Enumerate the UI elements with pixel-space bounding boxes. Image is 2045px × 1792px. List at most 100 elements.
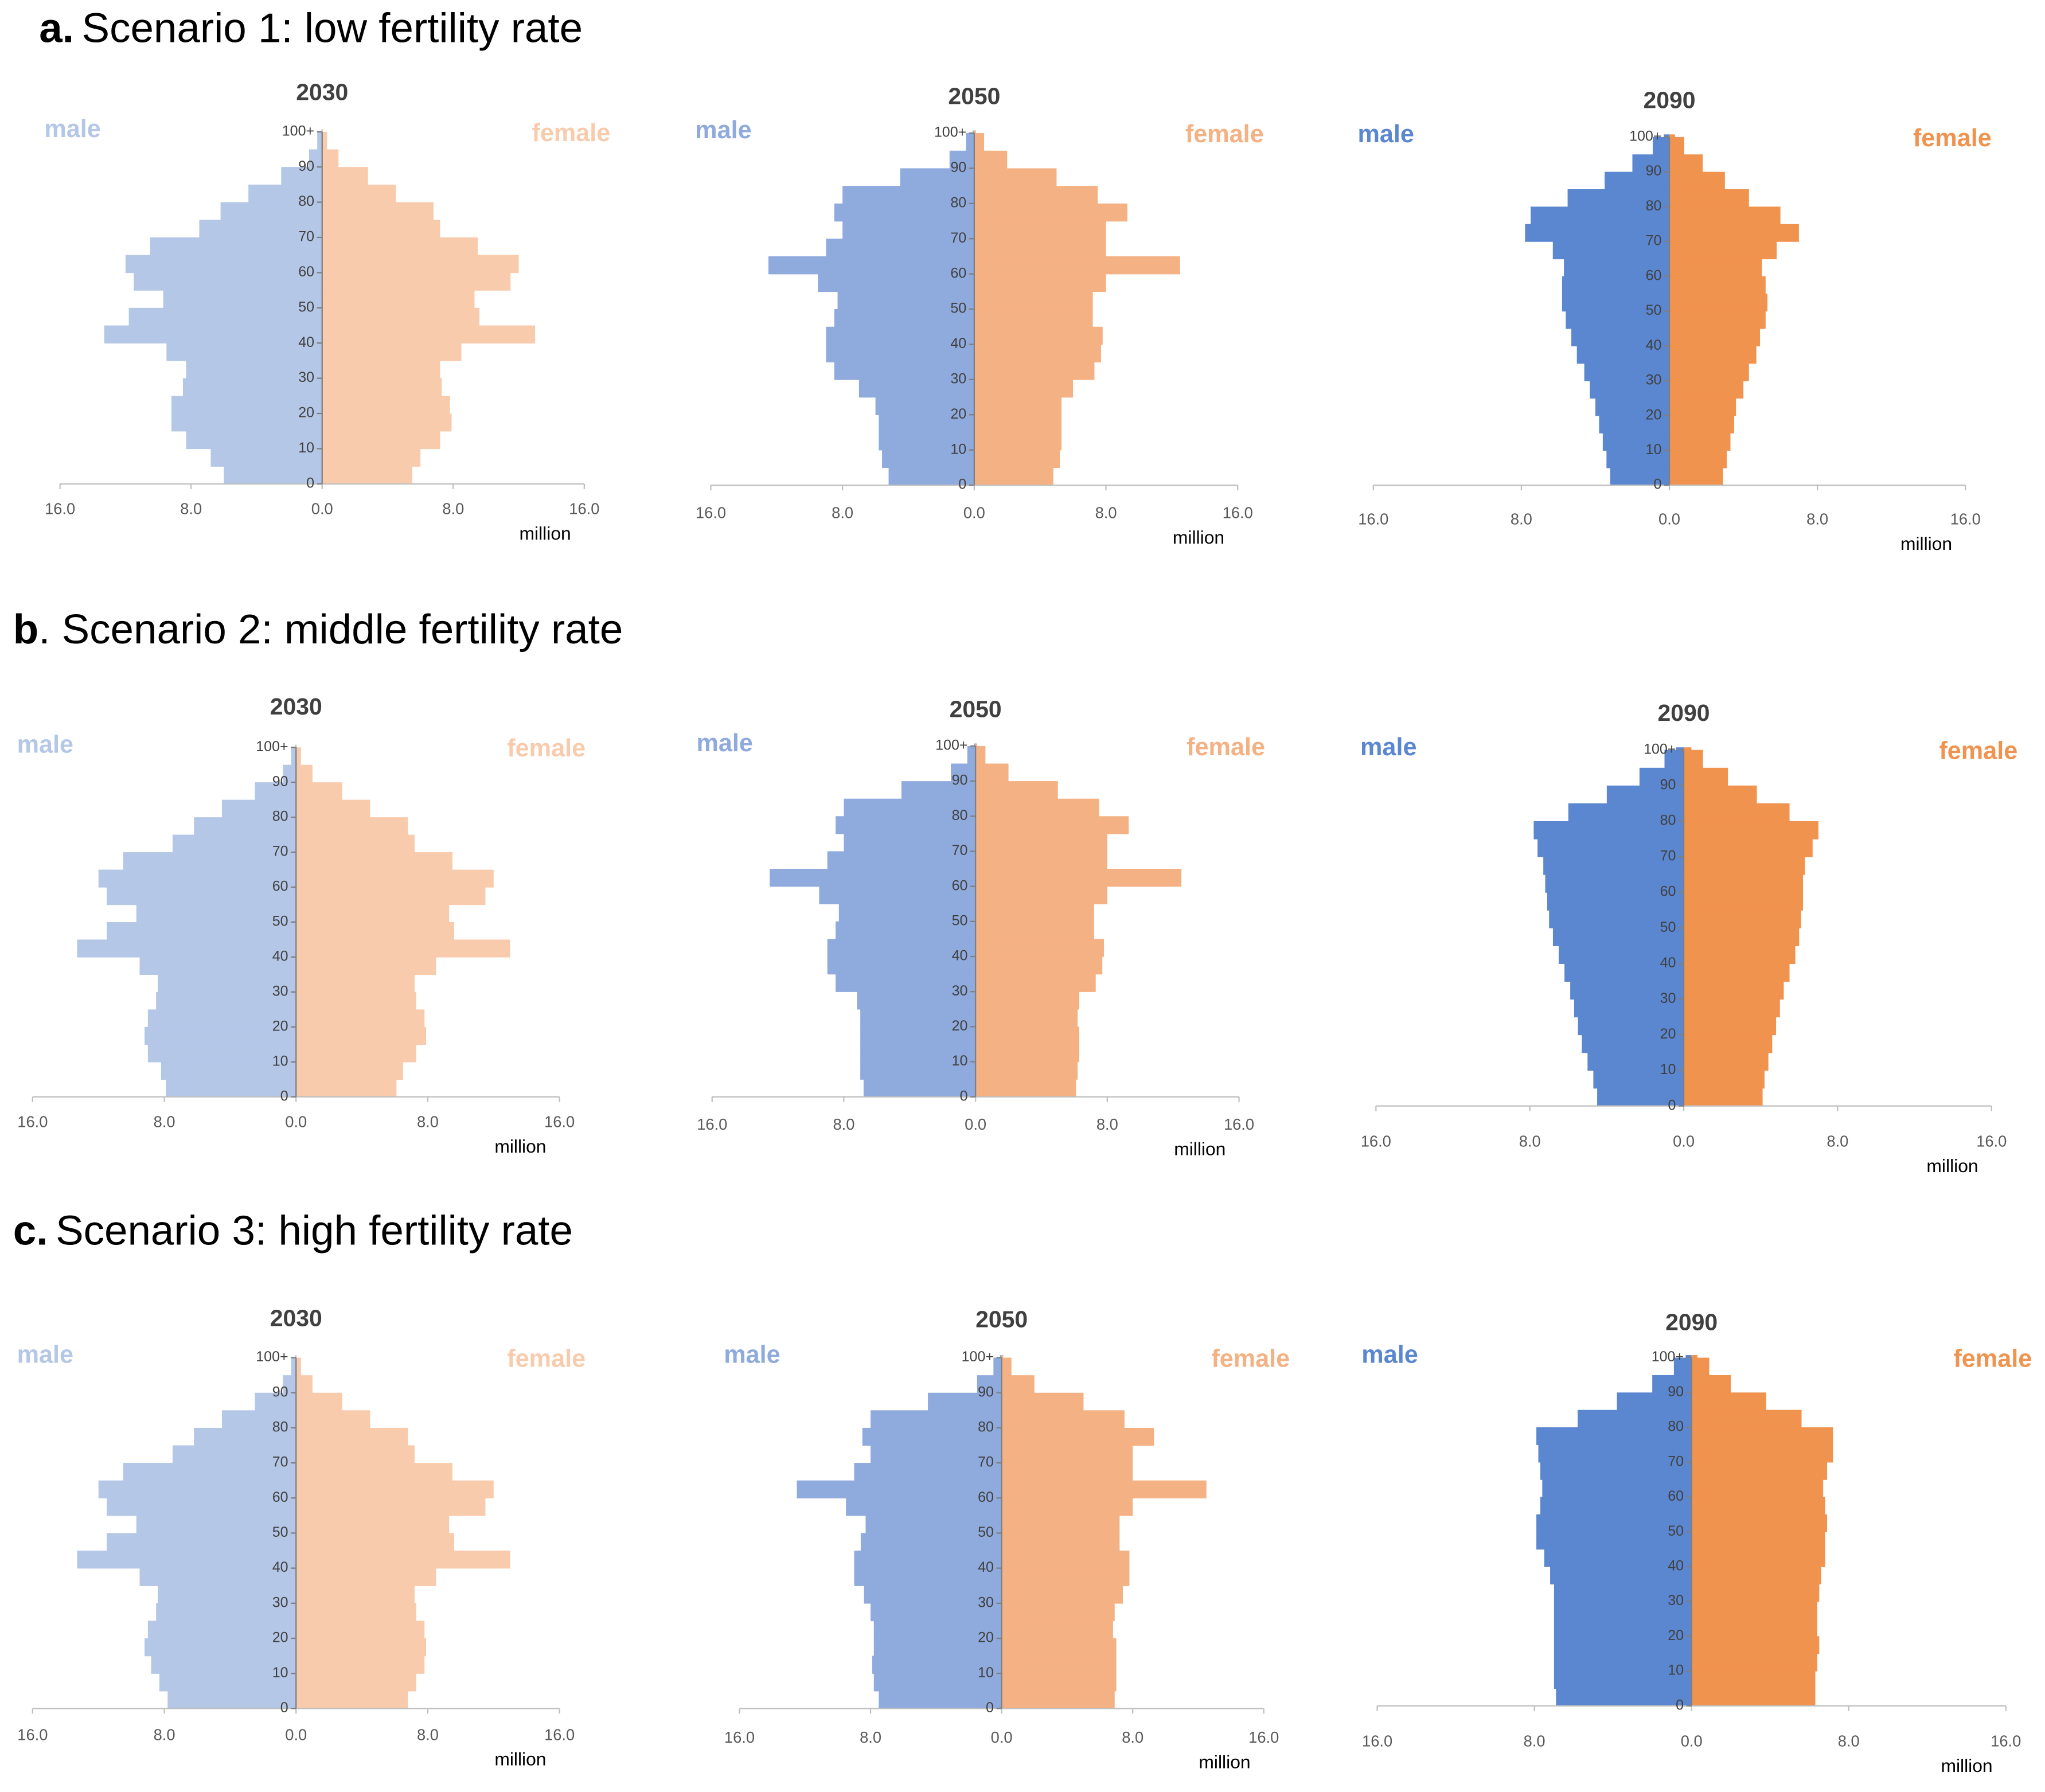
bar (928, 1392, 1002, 1411)
bar (1684, 747, 1692, 751)
bar (879, 1691, 1002, 1709)
bar (770, 869, 976, 887)
bar (296, 1357, 301, 1376)
bar (222, 1410, 296, 1428)
bar (317, 131, 322, 150)
bar (77, 1551, 296, 1569)
bar (296, 1498, 486, 1516)
bar (1684, 981, 1784, 1000)
bar (875, 397, 974, 415)
legend-label: female (507, 735, 586, 762)
bar (136, 1515, 296, 1534)
y-tick-label: 80 (1668, 1419, 1684, 1435)
y-tick-label: 80 (272, 809, 288, 825)
bar (186, 360, 322, 379)
bar (163, 290, 322, 309)
bar (1574, 999, 1684, 1018)
bar (966, 133, 974, 151)
bar (1684, 785, 1757, 804)
bar (873, 1673, 1002, 1692)
bar (864, 1586, 1002, 1604)
bar (768, 256, 974, 275)
bar (974, 256, 1180, 275)
y-tick-label: 0 (1653, 477, 1661, 493)
bar (171, 413, 322, 432)
x-tick-label: 8.0 (1524, 1732, 1546, 1750)
bar (147, 1044, 296, 1063)
bar (1684, 874, 1804, 893)
y-tick-label: 20 (1646, 407, 1662, 423)
bar (1562, 294, 1670, 312)
x-axis-label: million (1941, 1755, 1992, 1776)
y-tick-label: 10 (950, 441, 966, 457)
bar (248, 184, 322, 203)
bar (296, 1079, 397, 1098)
bar (819, 886, 976, 904)
y-tick-label: 90 (272, 1384, 288, 1400)
bar (975, 781, 1058, 799)
bar (860, 1009, 976, 1028)
legend-label: female (1187, 733, 1265, 761)
bar (1001, 1638, 1117, 1657)
bar (1685, 1355, 1692, 1358)
bar (147, 1621, 296, 1639)
bar (1669, 241, 1777, 260)
bar (1536, 1427, 1692, 1446)
bar (974, 415, 1062, 433)
bar (975, 974, 1096, 992)
y-tick-label: 40 (272, 1559, 288, 1575)
y-tick-label: 80 (978, 1419, 994, 1435)
y-tick-label: 100+ (935, 737, 967, 754)
bar (1669, 346, 1757, 364)
bar (1577, 1410, 1692, 1428)
bar (1562, 276, 1670, 294)
bar (1684, 1017, 1777, 1036)
bar (1554, 1584, 1692, 1602)
bar (296, 1392, 342, 1411)
bar (974, 203, 1127, 222)
x-tick-label: 8.0 (1838, 1732, 1860, 1750)
bar (827, 956, 976, 975)
bar (1001, 1427, 1154, 1446)
y-tick-label: 10 (1646, 442, 1662, 458)
y-tick-label: 80 (1646, 198, 1662, 214)
y-tick-label: 30 (1660, 990, 1676, 1006)
y-tick-label: 10 (298, 440, 314, 456)
bar (975, 1044, 1080, 1063)
bar (322, 184, 396, 203)
bar (1684, 749, 1703, 768)
bar (975, 743, 977, 747)
bar (854, 1463, 1002, 1481)
bar (1001, 1355, 1004, 1358)
bar (145, 1026, 296, 1045)
y-tick-label: 90 (272, 774, 288, 790)
bar (1564, 963, 1684, 982)
chart-title: 2090 (1665, 1309, 1718, 1335)
bar (838, 904, 976, 922)
bar (1669, 433, 1731, 451)
bar (1669, 311, 1766, 329)
bar (1001, 1533, 1120, 1551)
x-tick-label: 8.0 (180, 500, 202, 518)
legend-label: male (1360, 733, 1416, 761)
bar (296, 1691, 408, 1709)
x-tick-label: 16.0 (17, 1725, 48, 1743)
y-tick-label: 30 (950, 371, 966, 387)
bar (296, 747, 301, 766)
bar (1691, 1375, 1731, 1393)
bar (975, 851, 1107, 869)
bar (862, 1427, 1002, 1446)
y-tick-label: 0 (306, 475, 314, 491)
legend-label: male (44, 115, 100, 143)
panel-label: a. (39, 5, 74, 52)
bar (1669, 450, 1727, 469)
bar (194, 1427, 296, 1446)
x-tick-label: 8.0 (154, 1725, 175, 1743)
bar (818, 274, 974, 292)
y-tick-label: 10 (1668, 1662, 1684, 1678)
y-tick-label: 20 (1660, 1026, 1676, 1042)
bar (194, 817, 296, 836)
bar (1001, 1621, 1113, 1639)
bar (974, 168, 1057, 186)
